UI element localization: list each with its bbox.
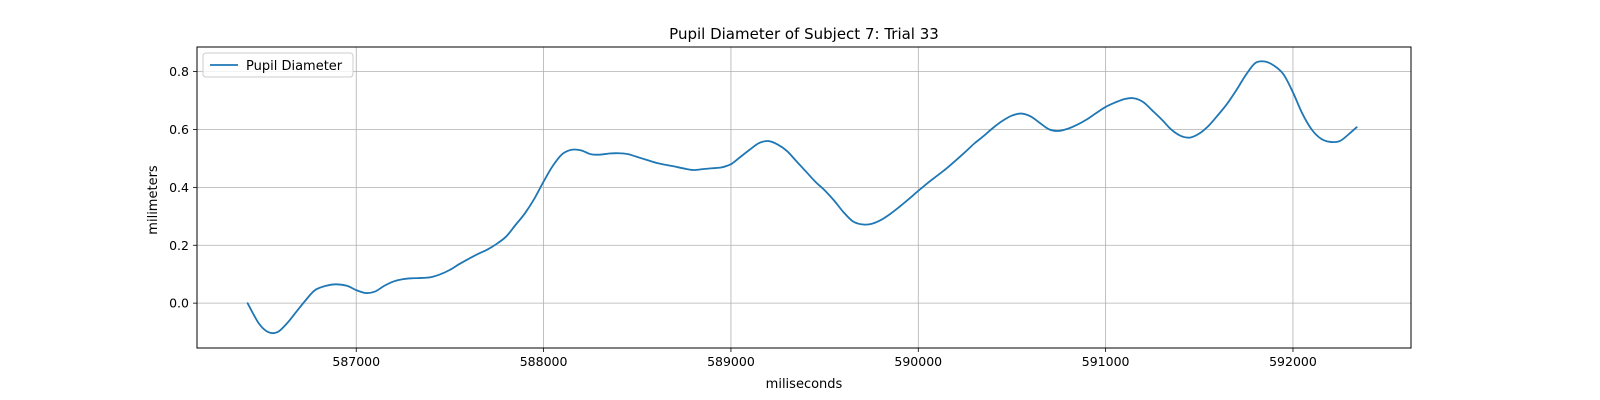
legend: Pupil Diameter [202,52,354,78]
y-tick-label: 0.6 [169,122,189,137]
y-tick-label: 0.8 [169,64,189,79]
y-tick-label: 0.2 [169,238,189,253]
x-tick-label: 588000 [520,354,568,369]
series-layer [246,60,1358,335]
x-tick-label: 590000 [894,354,942,369]
x-axis-label: miliseconds [766,377,843,392]
legend-box [202,52,354,78]
x-tick-label: 592000 [1269,354,1317,369]
y-axis-label: milimeters [146,165,161,235]
grid [197,47,1411,348]
y-tick-label: 0.0 [169,296,189,311]
legend-label: Pupil Diameter [246,59,343,74]
x-axis-ticks: 587000 588000 589000 590000 591000 592000 [332,348,1317,369]
chart-title: Pupil Diameter of Subject 7: Trial 33 [669,25,939,43]
x-tick-label: 589000 [707,354,755,369]
y-axis-ticks: 0.0 0.2 0.4 0.6 0.8 [169,64,197,311]
plot-frame [196,46,1412,349]
x-tick-label: 587000 [332,354,380,369]
y-tick-label: 0.4 [169,180,189,195]
x-tick-label: 591000 [1082,354,1130,369]
series-line-pupil-diameter [246,60,1358,335]
